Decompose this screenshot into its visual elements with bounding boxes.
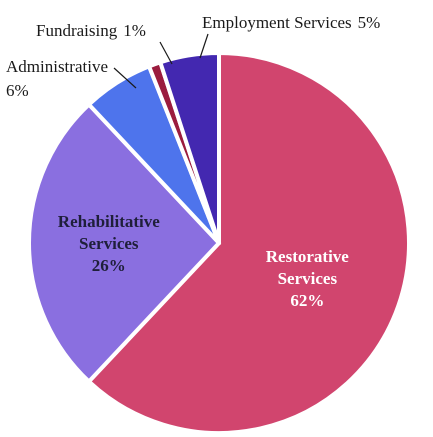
leader-line-employment bbox=[199, 33, 209, 59]
leader-line-fundraising bbox=[159, 41, 173, 65]
pie-slices bbox=[27, 51, 411, 435]
label-employment: Employment Services 5% bbox=[202, 13, 380, 32]
slice-restorative-services bbox=[86, 51, 411, 435]
label-administrative: Administrative bbox=[6, 57, 108, 76]
label-fundraising: Fundraising 1% bbox=[36, 21, 146, 40]
label-restorative-services: Restorative Services 62% bbox=[266, 247, 350, 310]
inside-labels: Restorative Services 62% Rehabilitative Serv… bbox=[58, 212, 350, 310]
label-administrative-pct: 6% bbox=[6, 81, 29, 100]
leader-line-administrative bbox=[113, 67, 137, 89]
slice-rehabilitative-services bbox=[27, 102, 221, 384]
label-rehabilitative-services: Rehabilitative Services 26% bbox=[58, 212, 160, 275]
slice-employment-services bbox=[158, 51, 221, 245]
